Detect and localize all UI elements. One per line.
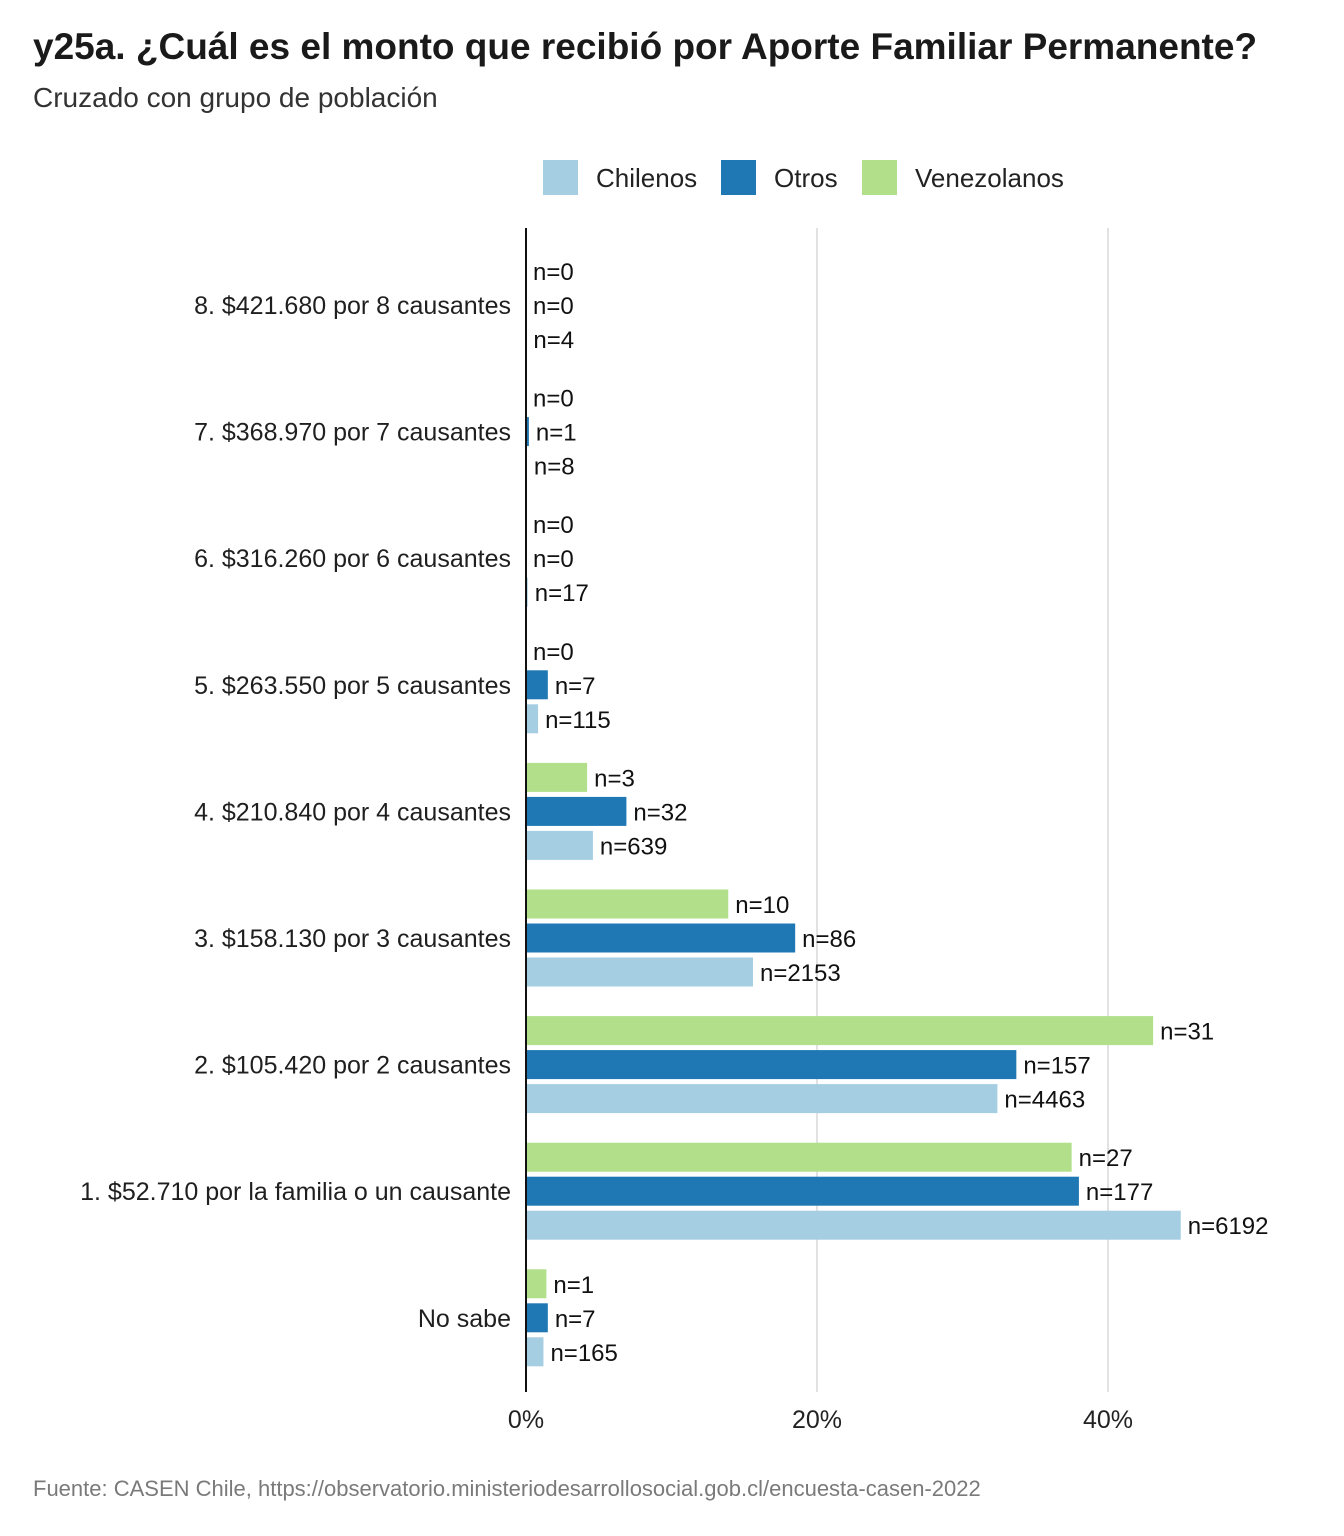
bar-otros bbox=[526, 1050, 1017, 1080]
n-label: n=0 bbox=[533, 639, 574, 666]
n-label: n=0 bbox=[533, 293, 574, 320]
source-caption: Fuente: CASEN Chile, https://observatori… bbox=[33, 1476, 981, 1501]
n-labels: n=0 n=0 n=4 n=0 n=1 n=8 n=0 n=0 n=17 n=0 n=7 n=115 n… bbox=[533, 259, 1269, 1367]
category-label: 6. $316.260 por 6 causantes bbox=[194, 545, 511, 573]
bar-chilenos bbox=[526, 830, 593, 860]
n-label: n=4 bbox=[533, 327, 574, 354]
bar-otros bbox=[526, 670, 548, 700]
bar-chilenos bbox=[526, 1084, 998, 1114]
legend-swatch bbox=[543, 160, 578, 195]
n-label: n=1 bbox=[553, 1272, 594, 1299]
n-label: n=7 bbox=[555, 673, 596, 700]
n-label: n=27 bbox=[1079, 1145, 1133, 1172]
legend-label: Venezolanos bbox=[915, 163, 1064, 193]
category-labels: 8. $421.680 por 8 causantes 7. $368.970 p… bbox=[80, 292, 511, 1333]
n-label: n=0 bbox=[533, 512, 574, 539]
bar-otros bbox=[526, 417, 529, 447]
n-label: n=32 bbox=[633, 799, 687, 826]
bar-chilenos bbox=[526, 1210, 1181, 1240]
bar-otros bbox=[526, 1176, 1079, 1206]
n-label: n=17 bbox=[535, 580, 589, 607]
x-tick-label: 20% bbox=[792, 1406, 842, 1434]
n-label: n=3 bbox=[594, 765, 635, 792]
n-label: n=177 bbox=[1086, 1179, 1153, 1206]
category-label: 8. $421.680 por 8 causantes bbox=[194, 292, 511, 320]
n-label: n=0 bbox=[533, 386, 574, 413]
bar-otros bbox=[526, 1303, 548, 1333]
chart-subtitle: Cruzado con grupo de población bbox=[33, 82, 438, 113]
bar-otros bbox=[526, 796, 627, 826]
category-label: 2. $105.420 por 2 causantes bbox=[194, 1052, 511, 1080]
x-axis-ticks: 0% 20% 40% bbox=[508, 1406, 1133, 1434]
bars bbox=[526, 324, 1181, 1367]
n-label: n=6192 bbox=[1188, 1213, 1269, 1240]
n-label: n=31 bbox=[1160, 1019, 1214, 1046]
bar-venezolanos bbox=[526, 1269, 547, 1299]
n-label: n=4463 bbox=[1004, 1087, 1085, 1114]
n-label: n=1 bbox=[536, 420, 577, 447]
bar-chilenos bbox=[526, 957, 753, 987]
bar-venezolanos bbox=[526, 1142, 1072, 1172]
legend-swatch bbox=[862, 160, 897, 195]
n-label: n=8 bbox=[534, 454, 575, 481]
n-label: n=10 bbox=[735, 892, 789, 919]
n-label: n=0 bbox=[533, 546, 574, 573]
legend-label: Chilenos bbox=[596, 163, 697, 193]
x-tick-label: 40% bbox=[1083, 1406, 1133, 1434]
legend: Chilenos Otros Venezolanos bbox=[543, 160, 1064, 195]
bar-venezolanos bbox=[526, 762, 588, 792]
chart-title: y25a. ¿Cuál es el monto que recibió por … bbox=[33, 26, 1258, 67]
bar-venezolanos bbox=[526, 889, 729, 919]
category-label: 1. $52.710 por la familia o un causante bbox=[80, 1178, 511, 1206]
category-label: 3. $158.130 por 3 causantes bbox=[194, 925, 511, 953]
n-label: n=165 bbox=[550, 1340, 617, 1367]
n-label: n=86 bbox=[802, 926, 856, 953]
bar-chilenos bbox=[526, 704, 539, 734]
n-label: n=0 bbox=[533, 259, 574, 286]
n-label: n=157 bbox=[1023, 1053, 1090, 1080]
category-label: No sabe bbox=[418, 1305, 511, 1333]
n-label: n=7 bbox=[555, 1306, 596, 1333]
category-label: 7. $368.970 por 7 causantes bbox=[194, 419, 511, 447]
category-label: 4. $210.840 por 4 causantes bbox=[194, 798, 511, 826]
x-tick-label: 0% bbox=[508, 1406, 544, 1434]
n-label: n=2153 bbox=[760, 960, 841, 987]
legend-swatch bbox=[721, 160, 756, 195]
legend-label: Otros bbox=[774, 163, 838, 193]
bar-chilenos bbox=[526, 1337, 544, 1367]
n-label: n=639 bbox=[600, 833, 667, 860]
bar-otros bbox=[526, 923, 796, 953]
bar-venezolanos bbox=[526, 1016, 1154, 1046]
category-label: 5. $263.550 por 5 causantes bbox=[194, 672, 511, 700]
n-label: n=115 bbox=[545, 707, 611, 734]
